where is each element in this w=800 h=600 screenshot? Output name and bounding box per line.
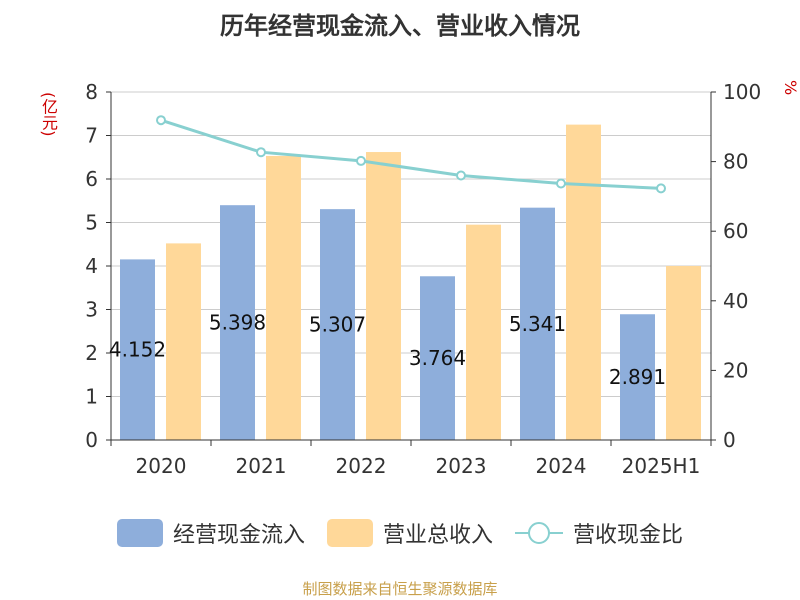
- ratio-line-group: [156, 115, 666, 194]
- x-tick-label-2021: 2021: [236, 454, 287, 478]
- right-tick-label-40: 40: [723, 289, 748, 313]
- left-tick-label-8: 8: [85, 80, 98, 104]
- right-tick-label-0: 0: [723, 428, 736, 452]
- legend-swatch-ratio: [515, 519, 563, 547]
- chart-title: 历年经营现金流入、营业收入情况: [220, 12, 580, 40]
- bar-cash-inflow-2023: [420, 276, 455, 440]
- legend-item-cash-inflow[interactable]: 经营现金流入: [116, 517, 305, 549]
- source-note: 制图数据来自恒生聚源数据库: [302, 580, 498, 598]
- bar-revenue-2021: [266, 155, 301, 440]
- legend-label-revenue: 营业总收入: [382, 523, 493, 548]
- ratio-point-2022: [356, 155, 366, 166]
- legend-swatch-cash-inflow: [116, 519, 163, 547]
- legend-label-ratio: 营收现金比: [573, 523, 684, 548]
- data-label-cash-inflow-2023: 3.764: [409, 346, 466, 370]
- left-tick-label-5: 5: [85, 211, 98, 235]
- ratio-point-2024: [556, 178, 566, 189]
- bar-cash-inflow-2022: [320, 209, 355, 440]
- data-label-cash-inflow-2022: 5.307: [309, 313, 366, 337]
- bar-cash-inflow-2020: [120, 259, 155, 440]
- bar-cash-inflow-2025H1: [620, 314, 655, 440]
- legend-item-revenue[interactable]: 营业总收入: [326, 517, 493, 549]
- left-tick-label-3: 3: [85, 298, 98, 322]
- data-label-cash-inflow-2024: 5.341: [509, 312, 566, 336]
- bar-revenue-2023: [466, 224, 501, 440]
- x-tick-label-2025H1: 2025H1: [622, 454, 701, 478]
- right-tick-label-100: 100: [723, 80, 761, 104]
- legend-item-ratio[interactable]: 营收现金比: [515, 517, 683, 549]
- left-axis-unit: (亿元): [39, 92, 58, 137]
- legend-label-cash-inflow: 经营现金流入: [172, 523, 305, 548]
- ratio-point-2025H1: [656, 183, 666, 194]
- bar-revenue-2025H1: [666, 266, 701, 440]
- ratio-point-2023: [456, 170, 466, 181]
- bar-revenue-2020: [166, 243, 201, 440]
- right-axis-unit: %: [781, 80, 800, 96]
- bar-revenue-2022: [366, 152, 401, 440]
- x-tick-label-2023: 2023: [436, 454, 487, 478]
- legend-swatch-revenue: [326, 519, 373, 547]
- bar-cash-inflow-2021: [220, 205, 255, 440]
- data-label-cash-inflow-2021: 5.398: [209, 311, 266, 335]
- x-tick-label-2020: 2020: [136, 454, 187, 478]
- right-tick-label-80: 80: [723, 150, 748, 174]
- bar-cash-inflow-2024: [520, 207, 555, 440]
- ratio-point-2020: [156, 115, 166, 126]
- data-label-cash-inflow-2020: 4.152: [109, 338, 166, 362]
- x-tick-label-2024: 2024: [536, 454, 587, 478]
- right-tick-label-20: 20: [723, 358, 748, 382]
- bars-group: [120, 124, 701, 440]
- left-tick-label-2: 2: [85, 341, 98, 365]
- x-tick-label-2022: 2022: [336, 454, 387, 478]
- data-labels-group: 4.152 5.398 5.307 3.764 5.341 2.891: [109, 311, 666, 390]
- data-label-cash-inflow-2025H1: 2.891: [609, 365, 666, 389]
- left-tick-label-0: 0: [85, 428, 98, 452]
- right-tick-label-60: 60: [723, 219, 748, 243]
- bar-revenue-2024: [566, 124, 601, 440]
- ratio-point-2021: [256, 147, 266, 158]
- left-tick-label-6: 6: [85, 167, 98, 191]
- left-tick-label-1: 1: [85, 385, 98, 409]
- left-tick-label-4: 4: [85, 254, 98, 278]
- legend: 经营现金流入 营业总收入 营收现金比: [0, 517, 800, 549]
- left-tick-label-7: 7: [85, 124, 98, 148]
- ratio-line: [160, 118, 662, 190]
